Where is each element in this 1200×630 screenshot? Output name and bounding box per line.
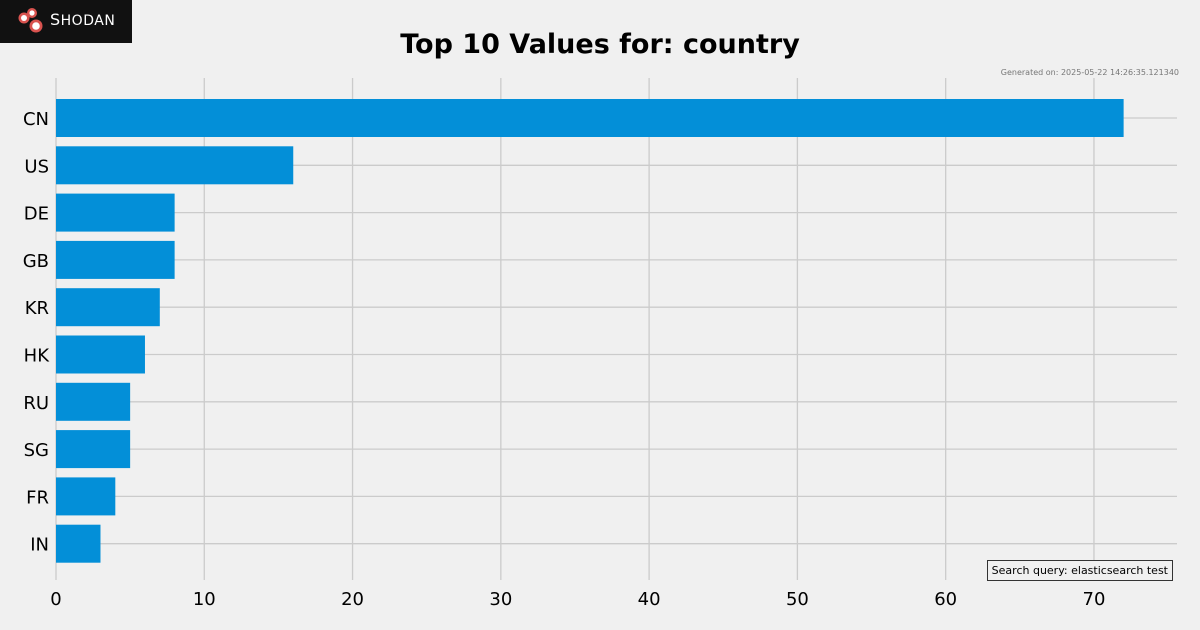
shodan-logo-icon <box>18 8 43 33</box>
bar-de <box>56 193 175 232</box>
x-tick-label: 0 <box>50 589 61 610</box>
bar-sg <box>56 430 131 469</box>
y-tick-label: DE <box>24 204 49 225</box>
x-tick-label: 30 <box>489 589 512 610</box>
y-tick-label: GB <box>23 251 49 272</box>
bar-us <box>56 146 294 185</box>
y-tick-label: US <box>24 156 49 177</box>
x-tick-label: 50 <box>786 589 809 610</box>
bar-in <box>56 524 101 563</box>
x-tick-label: 10 <box>193 589 216 610</box>
x-tick-label: 20 <box>341 589 364 610</box>
bar-hk <box>56 335 145 374</box>
shodan-logo: SHODAN <box>0 0 132 43</box>
bar-fr <box>56 477 116 516</box>
bar-cn <box>56 99 1124 137</box>
bar-ru <box>56 382 131 421</box>
shodan-logo-rest: HODAN <box>60 13 116 29</box>
y-tick-label: KR <box>25 298 49 319</box>
bar-kr <box>56 288 160 327</box>
x-tick-label: 60 <box>934 589 957 610</box>
search-query-label: Search query: elasticsearch test <box>986 560 1173 581</box>
x-tick-label: 70 <box>1083 589 1106 610</box>
x-tick-label: 40 <box>638 589 661 610</box>
y-tick-label: CN <box>23 109 49 130</box>
y-tick-label: IN <box>30 535 49 556</box>
y-tick-label: HK <box>24 346 51 367</box>
y-tick-label: RU <box>23 393 49 414</box>
y-tick-label: SG <box>24 440 49 461</box>
generated-timestamp: Generated on: 2025-05-22 14:26:35.121340 <box>1000 68 1179 77</box>
chart-title: Top 10 Values for: country <box>400 29 800 60</box>
shodan-logo-text: SHODAN <box>50 10 115 31</box>
shodan-logo-letter-s: S <box>50 10 61 29</box>
y-tick-label: FR <box>26 487 49 508</box>
bar-gb <box>56 240 175 279</box>
